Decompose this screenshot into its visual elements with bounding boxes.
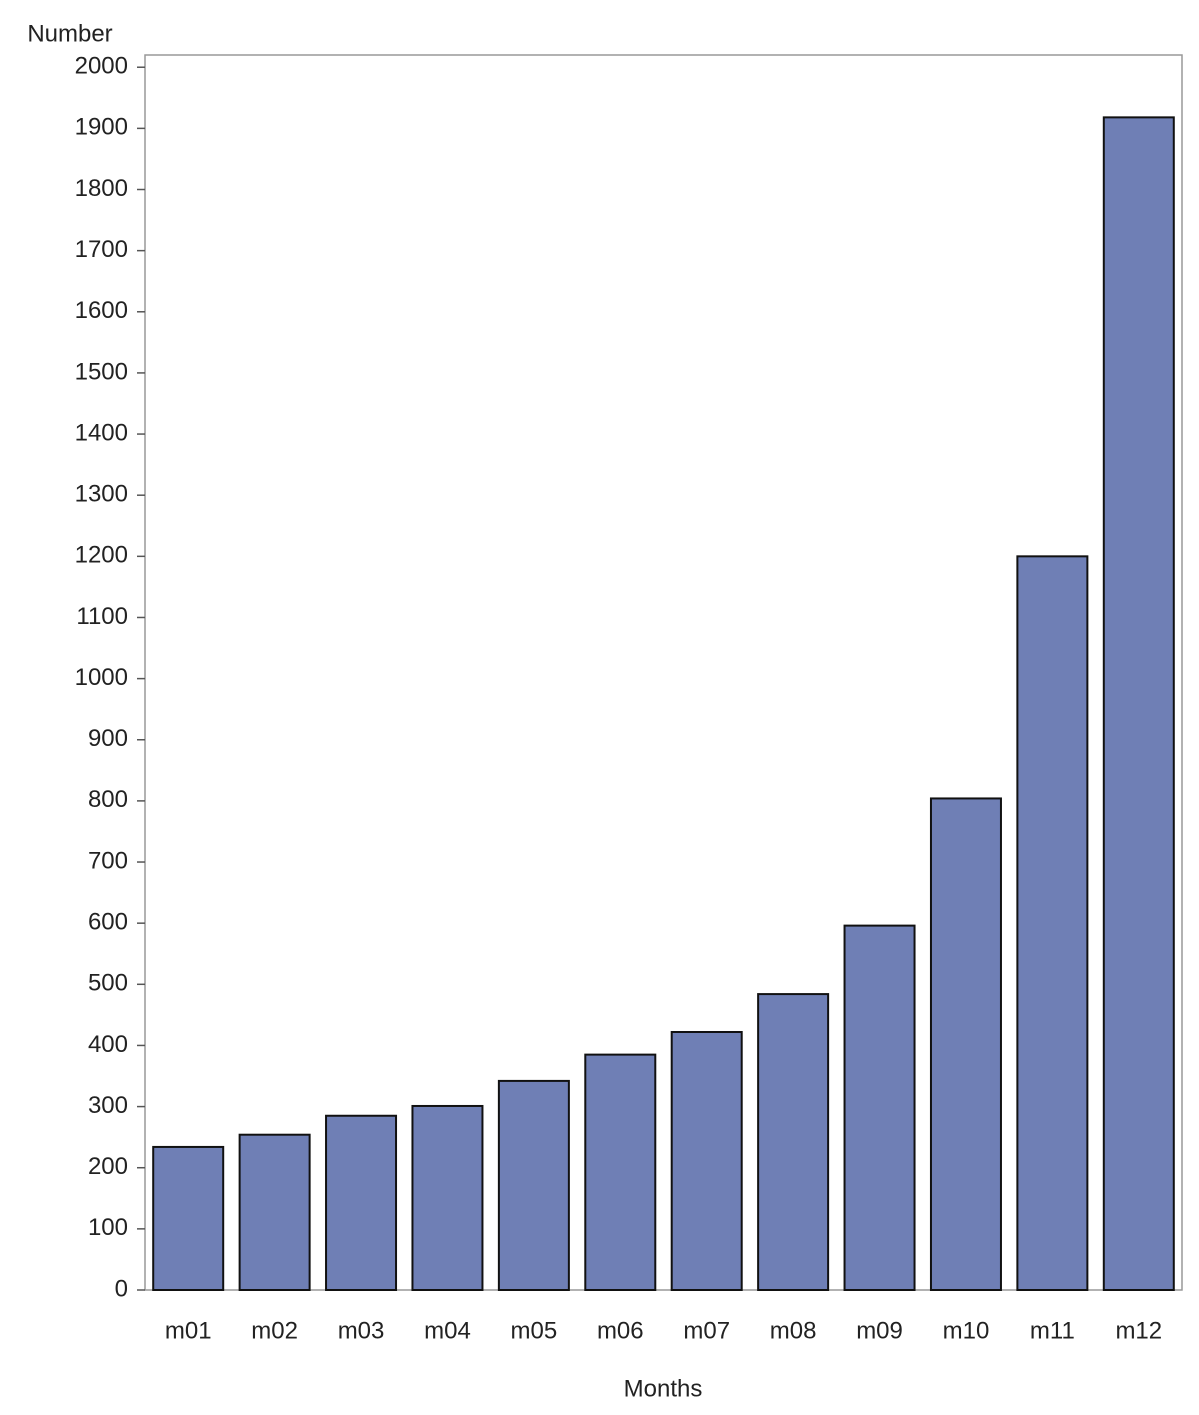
y-tick-label: 1200 (75, 542, 128, 569)
y-tick-label: 200 (88, 1153, 128, 1180)
plot-frame (144, 54, 1183, 1291)
x-tick-label: m03 (338, 1317, 385, 1344)
x-tick-label: m10 (943, 1317, 990, 1344)
y-tick-label: 800 (88, 786, 128, 813)
x-tick-label: m12 (1115, 1317, 1162, 1344)
bar (238, 1133, 311, 1291)
y-axis-label: Number (27, 20, 112, 47)
x-tick-label: m11 (1030, 1317, 1075, 1344)
y-tick-label: 1800 (75, 175, 128, 202)
bar (757, 993, 830, 1291)
y-tick-label: 1000 (75, 664, 128, 691)
x-tick-label: m09 (856, 1317, 903, 1344)
y-tick-label: 1300 (75, 481, 128, 508)
y-tick-label: 1600 (75, 297, 128, 324)
x-axis-label: Months (624, 1375, 703, 1402)
x-tick-label: m05 (511, 1317, 558, 1344)
bar (1102, 116, 1175, 1292)
bar (843, 924, 916, 1292)
y-tick-label: 1400 (75, 419, 128, 446)
bar (325, 1114, 398, 1292)
y-tick-label: 900 (88, 725, 128, 752)
y-tick-label: 1900 (75, 114, 128, 141)
x-tick-label: m07 (683, 1317, 730, 1344)
y-tick-label: 500 (88, 970, 128, 997)
y-tick-label: 2000 (75, 53, 128, 80)
x-tick-label: m02 (251, 1317, 298, 1344)
x-tick-label: m06 (597, 1317, 644, 1344)
bar (929, 797, 1002, 1291)
y-tick-label: 700 (88, 847, 128, 874)
y-tick-label: 0 (115, 1275, 128, 1302)
y-tick-label: 400 (88, 1031, 128, 1058)
y-tick-label: 1100 (76, 603, 128, 630)
bar (152, 1145, 225, 1292)
bar (670, 1030, 743, 1291)
x-tick-label: m08 (770, 1317, 817, 1344)
y-tick-label: 1700 (75, 236, 128, 263)
bar (1016, 555, 1089, 1291)
y-tick-label: 600 (88, 909, 128, 936)
bar (411, 1104, 484, 1291)
x-tick-label: m04 (424, 1317, 471, 1344)
y-tick-label: 1500 (75, 358, 128, 385)
bar (497, 1079, 570, 1291)
y-tick-label: 300 (88, 1092, 128, 1119)
y-tick-label: 100 (88, 1214, 128, 1241)
x-tick-label: m01 (165, 1317, 212, 1344)
bar (584, 1053, 657, 1291)
